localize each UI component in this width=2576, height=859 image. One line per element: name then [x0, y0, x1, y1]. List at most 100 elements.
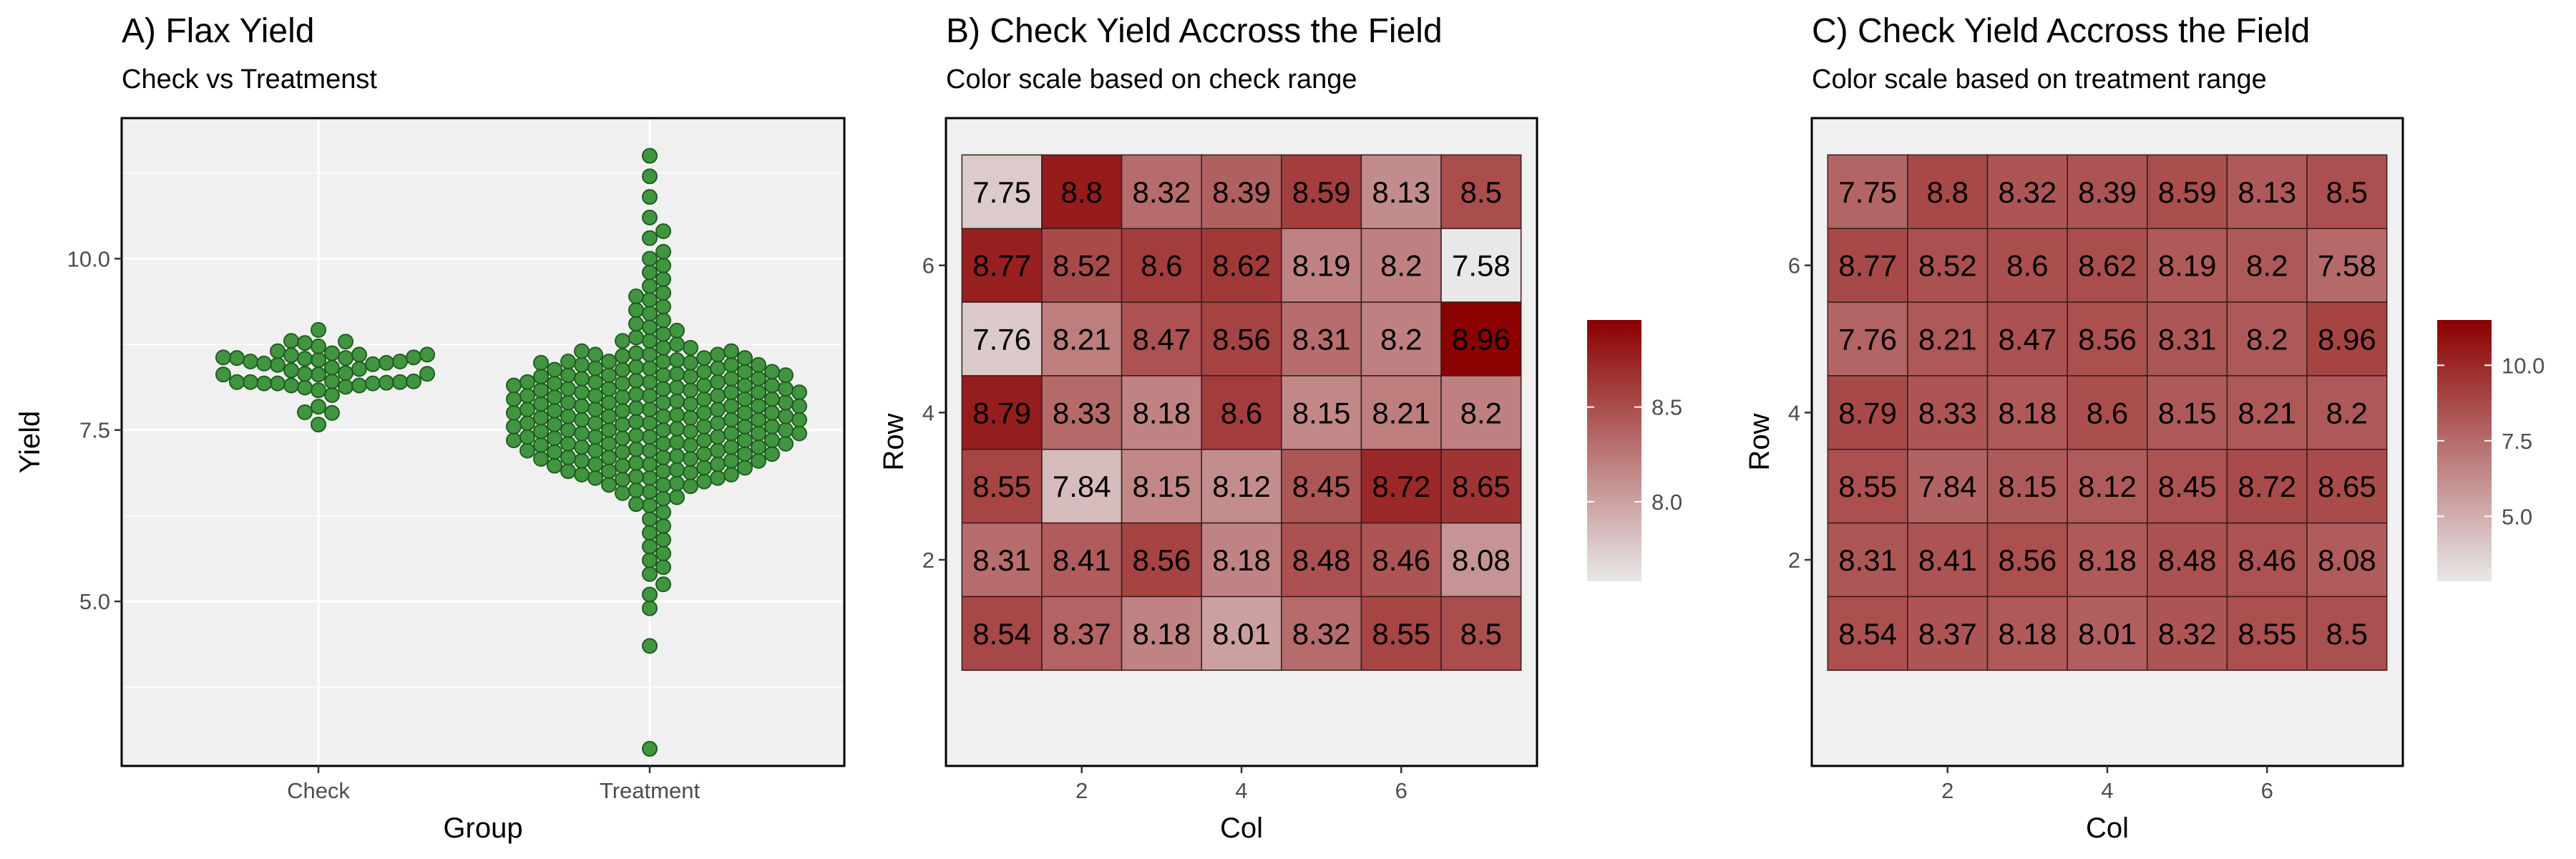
treatment-point [696, 446, 712, 462]
treatment-point [751, 356, 766, 373]
heatmap-tile [2226, 596, 2308, 671]
tile-value-label: 8.01 [2078, 617, 2137, 651]
check-point [419, 366, 435, 382]
heatmap-tile [1281, 228, 1362, 303]
treatment-point [683, 339, 698, 356]
tile-value-label: 8.2 [2326, 396, 2368, 430]
treatment-point [696, 418, 712, 435]
treatment-point [642, 442, 658, 459]
treatment-point [683, 382, 698, 399]
treatment-point [723, 412, 739, 428]
check-point [392, 374, 408, 390]
treatment-point [642, 525, 658, 541]
treatment-point [791, 412, 807, 428]
treatment-point [655, 381, 671, 397]
treatment-point [628, 414, 644, 430]
treatment-point [669, 407, 685, 423]
treatment-point [642, 429, 658, 445]
treatment-point [642, 456, 658, 472]
heatmap-tile [2306, 522, 2388, 598]
tile-value-label: 8.72 [2238, 470, 2296, 503]
tile-value-label: 8.18 [1999, 617, 2057, 651]
treatment-point [778, 394, 794, 411]
heatmap-tile [1201, 301, 1282, 377]
treatment-point [723, 452, 739, 469]
check-point [338, 379, 353, 395]
tile-value-label: 8.37 [1053, 617, 1111, 651]
treatment-point [751, 370, 766, 387]
check-point [283, 362, 299, 379]
tile-value-label: 8.6 [1221, 396, 1262, 430]
tile-value-label: 8.55 [2238, 617, 2296, 651]
heatmap-tile [1201, 449, 1282, 524]
check-point [365, 375, 381, 392]
check-point [283, 377, 299, 394]
check-point [338, 350, 353, 367]
treatment-point [669, 462, 685, 478]
check-point [270, 375, 286, 392]
treatment-point [615, 457, 630, 474]
tile-value-label: 8.8 [1927, 175, 1968, 209]
tile-value-label: 8.18 [1999, 396, 2057, 430]
treatment-point [737, 460, 753, 476]
panel-check-heatmap-check-range: B) Check Yield Accross the Field Color s… [852, 0, 1710, 859]
heatmap-tile [1907, 522, 1989, 598]
tile-value-label: 8.96 [1452, 323, 1511, 356]
treatment-point [642, 319, 658, 336]
treatment-point [655, 312, 671, 329]
treatment-point [669, 393, 685, 409]
heatmap-tile [1360, 228, 1442, 303]
treatment-point [547, 402, 562, 419]
treatment-point [560, 422, 576, 438]
heatmap-tile [1907, 301, 1989, 377]
tile-value-label: 8.65 [2318, 470, 2376, 503]
treatment-point [696, 473, 712, 490]
treatment-point [560, 450, 576, 466]
treatment-point [615, 485, 630, 501]
treatment-point [519, 387, 535, 404]
tile-value-label: 8.56 [1999, 543, 2057, 577]
tile-value-label: 8.18 [1133, 617, 1191, 651]
tile-value-label: 7.58 [1452, 249, 1511, 283]
treatment-point [655, 353, 671, 369]
treatment-point [655, 477, 671, 493]
check-point [351, 361, 367, 377]
y-axis-label: Row [1744, 413, 1775, 470]
tile-value-label: 8.45 [2158, 470, 2217, 503]
heatmap-tile [1440, 301, 1522, 377]
treatment-point [587, 360, 603, 377]
tile-value-label: 8.2 [2246, 323, 2288, 356]
colorbar-tick-label: 7.5 [2502, 429, 2532, 454]
treatment-point [642, 741, 658, 757]
treatment-point [669, 420, 685, 437]
treatment-point [683, 450, 698, 467]
treatment-point [587, 346, 603, 363]
treatment-point [669, 352, 685, 369]
treatment-point [615, 402, 630, 419]
treatment-point [710, 402, 726, 418]
treatment-point [628, 400, 644, 417]
treatment-point [655, 545, 671, 562]
check-point [283, 347, 299, 364]
y-tick-label: 6 [922, 253, 935, 278]
treatment-point [778, 408, 794, 424]
check-point [392, 353, 408, 369]
heatmap-tile [2226, 154, 2308, 230]
treatment-point [683, 396, 698, 412]
treatment-point [737, 418, 753, 435]
heatmap-plot: 7.75 8.8 8.32 8.39 8.59 8.13 8.58.77 8.52 8.6 8.6… [1744, 117, 2545, 844]
treatment-point [751, 452, 766, 469]
treatment-point [615, 375, 630, 392]
treatment-point [642, 600, 658, 616]
check-point [351, 346, 367, 363]
tile-value-label: 8.55 [1372, 617, 1430, 651]
treatment-point [710, 470, 726, 486]
colorbar-tick-label: 5.0 [2502, 504, 2532, 529]
heatmap-tile [1360, 596, 1442, 671]
treatment-point [642, 230, 658, 246]
treatment-point [519, 429, 535, 445]
tile-value-label: 8.15 [1133, 470, 1191, 503]
treatment-point [533, 437, 549, 453]
treatment-point [778, 367, 794, 384]
treatment-point [710, 346, 726, 363]
